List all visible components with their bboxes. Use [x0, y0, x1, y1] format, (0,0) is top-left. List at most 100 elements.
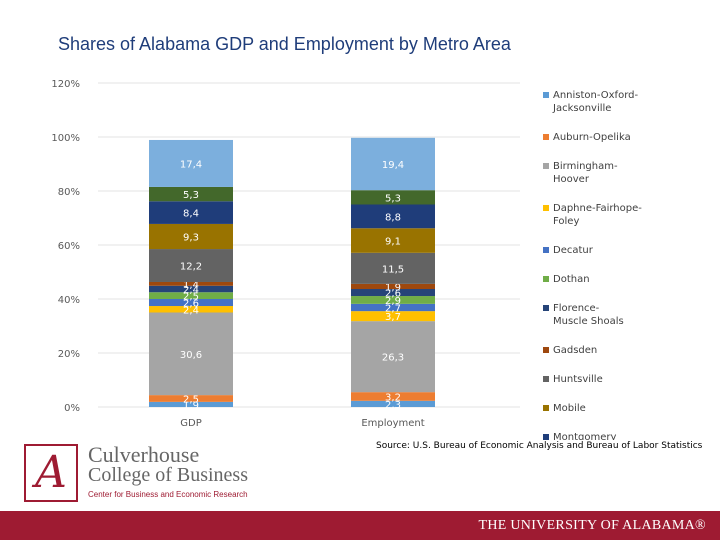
x-axis: GDP Employment: [180, 418, 425, 429]
bar-value-label: 5,3: [183, 190, 199, 201]
bar-segment: [149, 395, 233, 402]
bar-segment: [351, 283, 435, 290]
legend-swatch: [543, 305, 549, 311]
bar-value-label: 2,7: [385, 304, 401, 315]
legend-swatch: [543, 134, 549, 140]
center-name: Center for Business and Economic Researc…: [88, 490, 248, 499]
y-tick-label: 100%: [51, 133, 80, 144]
bars: 1,92,530,62,42,62,52,41,412,29,38,45,317…: [149, 137, 435, 411]
bar-segment: [351, 321, 435, 393]
legend-label: Birmingham-: [553, 161, 618, 172]
y-axis: 0% 20% 40% 60% 80% 100% 120%: [51, 79, 80, 414]
legend-label: Decatur: [553, 245, 594, 256]
bar-value-label: 2,5: [183, 394, 199, 405]
legend-label: Mobile: [553, 403, 586, 414]
college-name-line1: Culverhouse: [88, 442, 200, 467]
college-name-line2: College of Business: [88, 464, 248, 486]
legend-label: Florence-: [553, 303, 600, 314]
legend-swatch: [543, 276, 549, 282]
bar-value-label: 19,4: [382, 160, 404, 171]
bar-value-label: 2,3: [385, 400, 401, 411]
bar-value-label: 26,3: [382, 353, 404, 364]
legend: Anniston-Oxford- Jacksonville Auburn-Opeli…: [543, 90, 642, 440]
bar-segment: [149, 281, 233, 286]
bar-segment: [149, 249, 233, 282]
bar-value-label: 9,3: [183, 232, 199, 243]
bar-value-label: 12,2: [180, 262, 202, 273]
bar-value-label: 3,2: [385, 392, 401, 403]
legend-label: Montgomery: [553, 432, 616, 440]
bar-segment: [149, 312, 233, 396]
legend-label: Dothan: [553, 274, 590, 285]
bar-segment: [351, 311, 435, 322]
legend-swatch: [543, 163, 549, 169]
bar-value-label: 9,1: [385, 237, 401, 248]
legend-label: Huntsville: [553, 374, 603, 385]
source-note: Source: U.S. Bureau of Economic Analysis…: [376, 441, 703, 451]
bar-value-label: 8,8: [385, 212, 401, 223]
bar-segment: [351, 204, 435, 229]
legend-swatch: [543, 205, 549, 211]
bar-value-label: 3,7: [385, 312, 401, 323]
legend-swatch: [543, 376, 549, 382]
bar-value-label: 8,4: [183, 209, 199, 220]
bar-value-label: 2,4: [183, 305, 199, 316]
legend-swatch: [543, 405, 549, 411]
bar-segment: [149, 299, 233, 307]
y-tick-label: 60%: [58, 241, 80, 252]
bar-value-label: 11,5: [382, 264, 404, 275]
bar-segment: [351, 303, 435, 312]
bar-segment: [351, 137, 435, 191]
chart-title: Shares of Alabama GDP and Employment by …: [58, 34, 511, 54]
legend-label: Jacksonville: [552, 103, 611, 114]
logo-letter-a: A: [35, 447, 67, 498]
bar-segment: [149, 306, 233, 313]
x-tick-label: GDP: [180, 418, 201, 429]
bar-segment: [351, 400, 435, 407]
bar-value-label: 2,9: [385, 296, 401, 307]
y-tick-label: 80%: [58, 187, 80, 198]
bar-value-label: 17,4: [180, 159, 202, 170]
legend-label: Auburn-Opelika: [553, 132, 631, 143]
x-tick-label: Employment: [361, 418, 424, 429]
bar-segment: [149, 285, 233, 293]
bar-value-label: 1,4: [183, 280, 199, 291]
university-logo: A: [24, 444, 78, 502]
bar-segment: [149, 401, 233, 407]
gridlines: [98, 82, 520, 408]
bar-segment: [351, 289, 435, 297]
legend-swatch: [543, 347, 549, 353]
bar-segment: [149, 292, 233, 299]
bar-segment: [351, 228, 435, 253]
bar-segment: [149, 139, 233, 187]
footer-bar: THE UNIVERSITY OF ALABAMA®: [0, 511, 720, 540]
legend-label: Gadsden: [553, 345, 597, 356]
bar-value-label: 5,3: [385, 193, 401, 204]
bar-value-label: 30,6: [180, 350, 202, 361]
bar-value-label: 2,4: [183, 285, 199, 296]
bar-value-label: 2,6: [385, 289, 401, 300]
bar-value-label: 1,9: [385, 282, 401, 293]
university-name: THE UNIVERSITY OF ALABAMA®: [478, 518, 706, 533]
bar-segment: [351, 392, 435, 401]
y-tick-label: 0%: [64, 403, 80, 414]
legend-swatch: [543, 434, 549, 440]
stacked-bar-chart: 0%20%40%60%80%100%120% 1,92,530,62,42,62…: [51, 79, 642, 440]
bar-value-label: 2,6: [183, 299, 199, 310]
legend-label: Daphne-Fairhope-: [553, 203, 642, 214]
y-tick-label: 40%: [58, 295, 80, 306]
bar-segment: [351, 190, 435, 205]
legend-swatch: [543, 92, 549, 98]
legend-label: Anniston-Oxford-: [553, 90, 638, 101]
bar-segment: [149, 201, 233, 224]
legend-label: Muscle Shoals: [553, 316, 624, 327]
bar-segment: [351, 252, 435, 284]
legend-swatch: [543, 247, 549, 253]
y-tick-label: 120%: [51, 79, 80, 90]
bar-segment: [351, 296, 435, 304]
bar-segment: [149, 186, 233, 202]
y-tick-label: 20%: [58, 349, 80, 360]
legend-label: Hoover: [553, 174, 590, 185]
bar-value-label: 1,9: [183, 400, 199, 411]
legend-label: Foley: [553, 216, 579, 227]
